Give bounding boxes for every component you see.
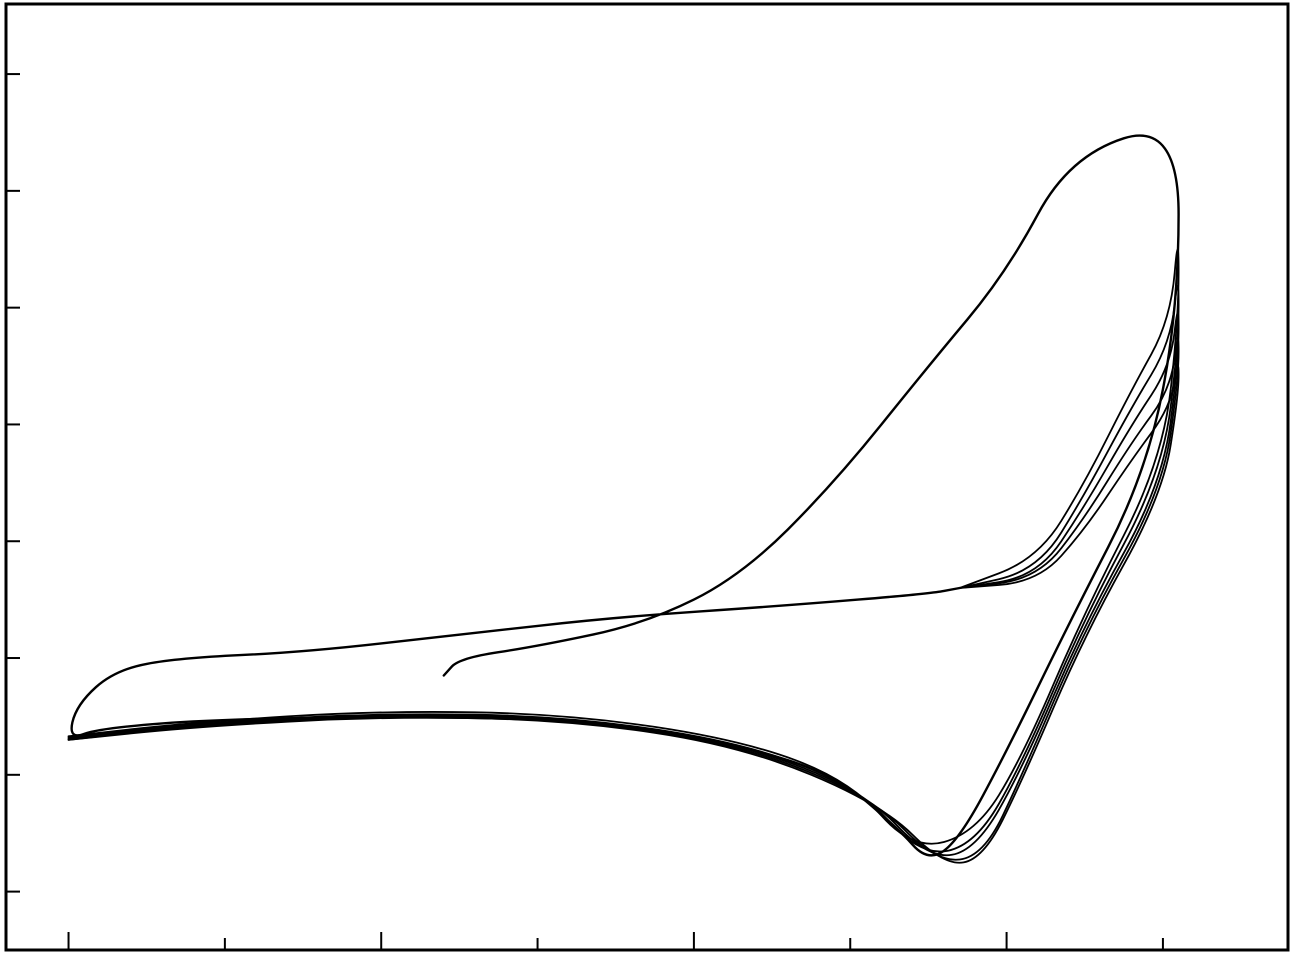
cycle-6-line	[67, 365, 1180, 864]
cycle-1-line	[70, 134, 1180, 857]
cycle-4-line	[67, 311, 1180, 857]
plot-frame	[4, 2, 1290, 952]
series-group	[67, 134, 1180, 864]
y-axis-ticks	[6, 73, 20, 893]
x-axis-ticks	[67, 932, 1164, 950]
cycle-5-line	[67, 338, 1180, 861]
cycle-2-line	[67, 248, 1180, 845]
cycle-3-line	[67, 284, 1180, 853]
